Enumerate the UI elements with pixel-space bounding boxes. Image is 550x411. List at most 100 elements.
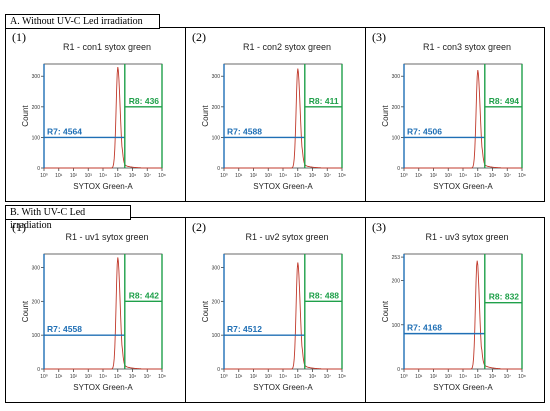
x-axis-label: SYTOX Green-A [73, 182, 133, 191]
y-tick-label: 0 [397, 166, 400, 172]
histogram-curve [44, 67, 162, 169]
r7-region-label: R7: 4168 [407, 323, 442, 333]
r8-region-label: R8: 494 [489, 96, 520, 106]
x-tick-label: 10⁷ [144, 173, 152, 179]
x-tick-label: 10⁴ [459, 173, 467, 179]
y-tick-label: 100 [212, 135, 221, 141]
x-tick-label: 10⁵ [294, 173, 302, 179]
x-tick-label: 10⁶ [129, 374, 137, 380]
y-tick-label: 200 [32, 105, 41, 111]
x-tick-label: 10⁴ [99, 374, 107, 380]
x-tick-label: 10⁵ [114, 173, 122, 179]
x-tick-label: 10³ [85, 173, 93, 179]
x-tick-label: 10³ [85, 374, 93, 380]
x-tick-label: 10² [250, 374, 258, 380]
x-tick-label: 10⁵ [114, 374, 122, 380]
panel-con3: (3) R1 - con3 sytox green 0 100 200 300 10⁰ 10… [366, 28, 544, 201]
r7-region-label: R7: 4512 [227, 324, 262, 334]
chart-title: R1 - con1 sytox green [63, 42, 151, 52]
x-tick-label: 10² [70, 374, 78, 380]
x-axis-label: SYTOX Green-A [253, 383, 313, 392]
x-tick-label: 10² [430, 374, 438, 380]
y-tick-label: 200 [392, 279, 401, 285]
y-axis-label: Count [381, 300, 390, 322]
x-tick-label: 10⁷ [504, 173, 512, 179]
y-axis-label: Count [201, 105, 210, 127]
r8-region-label: R8: 436 [129, 96, 160, 106]
chart-con2: R1 - con2 sytox green 0 100 200 300 10⁰ 10¹ 10²… [201, 42, 346, 191]
r8-region-label: R8: 488 [309, 290, 340, 300]
section-b-panel-group: (1) R1 - uv1 sytox green 0 100 200 300 10⁰ 10¹… [5, 217, 545, 403]
r8-region-label: R8: 442 [129, 290, 160, 300]
x-tick-label: 10⁴ [279, 374, 287, 380]
x-tick-label: 10³ [265, 173, 273, 179]
y-tick-label: 300 [32, 74, 41, 80]
x-tick-label: 10⁶ [489, 173, 497, 179]
x-tick-label: 10² [250, 173, 258, 179]
chart-con1: R1 - con1 sytox green 0 100 200 300 10⁰ 10¹ 10²… [21, 42, 166, 191]
y-tick-label: 100 [212, 333, 221, 339]
x-tick-label: 10¹ [415, 173, 423, 179]
y-tick-label: 0 [37, 367, 40, 373]
section-a-label: A. Without UV-C Led irradiation [5, 14, 160, 29]
chart-title: R1 - uv2 sytox green [245, 232, 328, 242]
r7-region-label: R7: 4588 [227, 126, 262, 136]
x-tick-label: 10⁷ [144, 374, 152, 380]
y-tick-label: 253 [392, 255, 401, 261]
x-tick-label: 10⁸ [518, 173, 526, 179]
x-tick-label: 10⁸ [158, 374, 166, 380]
x-tick-label: 10⁰ [220, 173, 228, 179]
x-tick-label: 10⁵ [294, 374, 302, 380]
x-tick-label: 10⁷ [324, 173, 332, 179]
y-tick-label: 200 [212, 299, 221, 305]
panel-uv2: (2) R1 - uv2 sytox green 0 100 200 300 10⁰ 10¹… [186, 218, 366, 402]
x-axis-label: SYTOX Green-A [253, 182, 313, 191]
x-tick-label: 10² [70, 173, 78, 179]
y-tick-label: 300 [392, 74, 401, 80]
plot-frame [223, 63, 343, 169]
y-tick-label: 200 [32, 299, 41, 305]
y-tick-label: 300 [212, 266, 221, 272]
section-a-panel-group: (1) R1 - con1 sytox green 0 100 200 300 10⁰ 10… [5, 27, 545, 202]
x-tick-label: 10⁶ [489, 374, 497, 380]
y-axis-label: Count [201, 300, 210, 322]
panel-number: (3) [372, 220, 386, 234]
r8-region-label: R8: 832 [489, 292, 520, 302]
chart-title: R1 - con2 sytox green [243, 42, 331, 52]
panel-number: (2) [192, 220, 206, 234]
panel-uv1: (1) R1 - uv1 sytox green 0 100 200 300 10⁰ 10¹… [6, 218, 186, 402]
x-tick-label: 10⁷ [504, 374, 512, 380]
panel-number: (2) [192, 30, 206, 44]
x-tick-label: 10⁰ [400, 374, 408, 380]
chart-uv1: R1 - uv1 sytox green 0 100 200 300 10⁰ 10¹ 10² 1… [21, 232, 166, 392]
panel-number: (1) [12, 30, 26, 44]
panel-con1: (1) R1 - con1 sytox green 0 100 200 300 10⁰ 10… [6, 28, 186, 201]
panel-number: (1) [12, 220, 26, 235]
r7-region-label: R7: 4506 [407, 126, 442, 136]
x-tick-label: 10⁶ [129, 173, 137, 179]
chart-title: R1 - uv3 sytox green [425, 232, 508, 242]
x-tick-label: 10⁰ [400, 173, 408, 179]
r7-region-label: R7: 4558 [47, 324, 82, 334]
x-tick-label: 10⁰ [40, 374, 48, 380]
x-tick-label: 10¹ [415, 374, 423, 380]
x-tick-label: 10² [430, 173, 438, 179]
histogram-curve [404, 70, 522, 169]
histogram-curve [224, 262, 342, 370]
x-tick-label: 10⁸ [338, 374, 346, 380]
x-tick-label: 10⁰ [220, 374, 228, 380]
x-tick-label: 10⁰ [40, 173, 48, 179]
y-tick-label: 100 [32, 135, 41, 141]
x-tick-label: 10³ [265, 374, 273, 380]
y-axis-label: Count [381, 105, 390, 127]
x-tick-label: 10¹ [235, 374, 243, 380]
y-axis-label: Count [21, 300, 30, 322]
plot-frame [403, 253, 523, 370]
x-axis-label: SYTOX Green-A [73, 383, 133, 392]
x-axis-label: SYTOX Green-A [433, 182, 493, 191]
x-tick-label: 10⁴ [279, 173, 287, 179]
panel-con2: (2) R1 - con2 sytox green 0 100 200 300 10⁰ 10… [186, 28, 366, 201]
chart-title: R1 - uv1 sytox green [65, 232, 148, 242]
x-tick-label: 10⁵ [474, 173, 482, 179]
plot-frame [223, 253, 343, 370]
